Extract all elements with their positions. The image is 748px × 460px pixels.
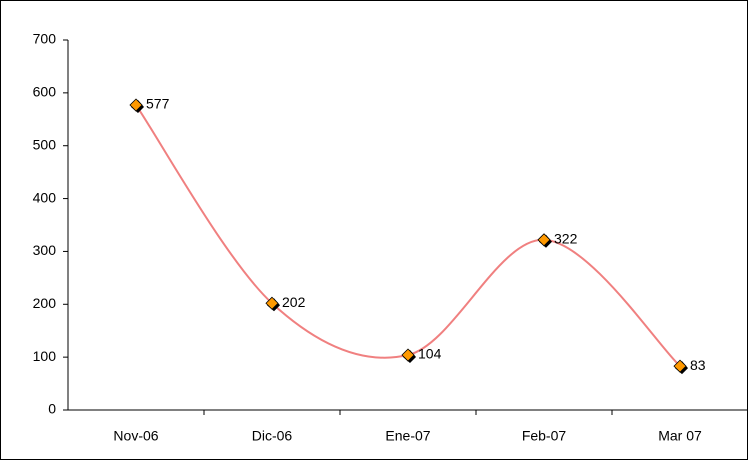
x-tick-label: Dic-06 — [252, 428, 293, 444]
y-tick-label: 200 — [33, 295, 57, 311]
y-tick-label: 0 — [48, 401, 56, 417]
y-tick-label: 500 — [33, 136, 57, 152]
data-label: 83 — [690, 357, 706, 373]
x-tick-label: Mar 07 — [658, 428, 702, 444]
marker — [265, 296, 279, 310]
y-tick-label: 700 — [33, 31, 57, 47]
marker — [129, 98, 143, 112]
marker — [537, 233, 551, 247]
marker — [673, 359, 687, 373]
marker — [401, 348, 415, 362]
y-tick-label: 400 — [33, 189, 57, 205]
data-label: 104 — [418, 346, 442, 362]
data-label: 577 — [146, 96, 170, 112]
x-tick-label: Feb-07 — [522, 428, 567, 444]
y-tick-label: 600 — [33, 84, 57, 100]
y-tick-label: 300 — [33, 242, 57, 258]
y-tick-label: 100 — [33, 348, 57, 364]
data-label: 322 — [554, 231, 578, 247]
x-tick-label: Nov-06 — [113, 428, 158, 444]
x-tick-label: Ene-07 — [385, 428, 430, 444]
data-label: 202 — [282, 294, 306, 310]
